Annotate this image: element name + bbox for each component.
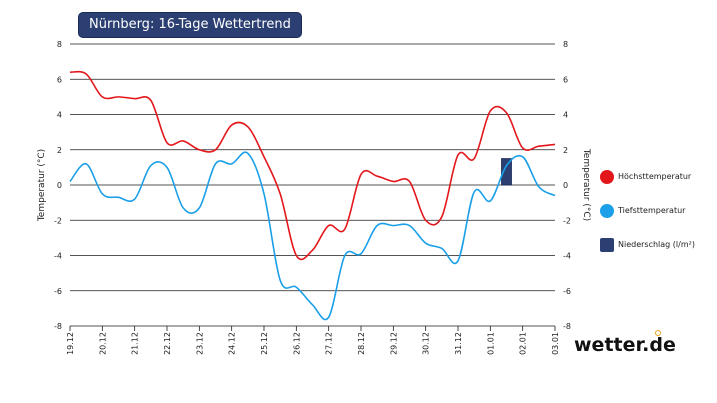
x-tick-label: 24.12 — [228, 332, 237, 355]
y-tick-label-left: -2 — [54, 216, 62, 225]
legend-precip-marker — [600, 238, 614, 252]
y-tick-label-left: 6 — [57, 75, 62, 84]
y-tick-label-left: 2 — [57, 146, 62, 155]
x-tick-label: 29.12 — [389, 332, 398, 355]
x-tick-label: 21.12 — [131, 332, 140, 355]
grid-lines — [70, 43, 555, 327]
y-tick-label-right: 8 — [563, 40, 568, 49]
y-tick-label-right: -4 — [563, 252, 571, 261]
x-tick-label: 23.12 — [195, 332, 204, 355]
x-tick-label: 03.01 — [551, 332, 560, 355]
y-tick-label-right: -6 — [563, 287, 571, 296]
min-temperature-line — [69, 151, 556, 321]
brand-logo: wetter.de — [574, 334, 676, 356]
x-tick-label: 20.12 — [98, 332, 107, 355]
y-axis-label-left: Temperatur (°C) — [37, 148, 48, 222]
y-tick-label-left: -8 — [54, 322, 62, 331]
y-tick-label-left: -6 — [54, 287, 62, 296]
y-axis-right: 8 6 4 2 0 -2 -4 -6 -8 — [563, 40, 571, 331]
x-tick-label: 31.12 — [454, 332, 463, 355]
precipitation-bars — [501, 158, 512, 186]
x-tick-label: 02.01 — [519, 332, 528, 355]
legend-max-label: Höchsttemperatur — [618, 172, 692, 181]
y-tick-label-left: 0 — [57, 181, 62, 190]
y-tick-label-left: -4 — [54, 252, 62, 261]
legend-max-marker — [600, 170, 614, 184]
y-tick-label-right: -2 — [563, 216, 571, 225]
y-tick-label-right: 0 — [563, 181, 568, 190]
y-tick-label-left: 8 — [57, 40, 62, 49]
y-axis-left: 8 6 4 2 0 -2 -4 -6 -8 — [54, 40, 62, 331]
x-tick-label: 25.12 — [260, 332, 269, 355]
x-tick-label: 01.01 — [486, 332, 495, 355]
x-tick-label: 19.12 — [66, 332, 75, 355]
x-tick-label: 27.12 — [325, 332, 334, 355]
legend-min-marker — [600, 204, 614, 218]
precipitation-bar — [501, 158, 512, 186]
y-tick-label-right: 4 — [563, 111, 568, 120]
x-tick-label: 30.12 — [422, 332, 431, 355]
y-tick-label-left: 4 — [57, 111, 62, 120]
y-tick-label-right: 2 — [563, 146, 568, 155]
series-lines — [69, 70, 556, 321]
legend-precip-label: Niederschlag (l/m²) — [618, 240, 695, 249]
x-tick-label: 26.12 — [292, 332, 301, 355]
chart-title: Nürnberg: 16-Tage Wettertrend — [78, 12, 302, 38]
max-temperature-line — [69, 70, 556, 261]
x-tick-label: 22.12 — [163, 332, 172, 355]
brand-logo-dot — [655, 330, 661, 336]
y-tick-label-right: 6 — [563, 75, 568, 84]
y-axis-label-right: Temperatur (°C) — [581, 148, 592, 222]
x-axis: 19.12 20.12 21.12 22.12 23.12 24.12 25.12 26.12… — [66, 326, 560, 355]
legend-min-label: Tiefsttemperatur — [618, 206, 686, 215]
y-tick-label-right: -8 — [563, 322, 571, 331]
x-tick-label: 28.12 — [357, 332, 366, 355]
